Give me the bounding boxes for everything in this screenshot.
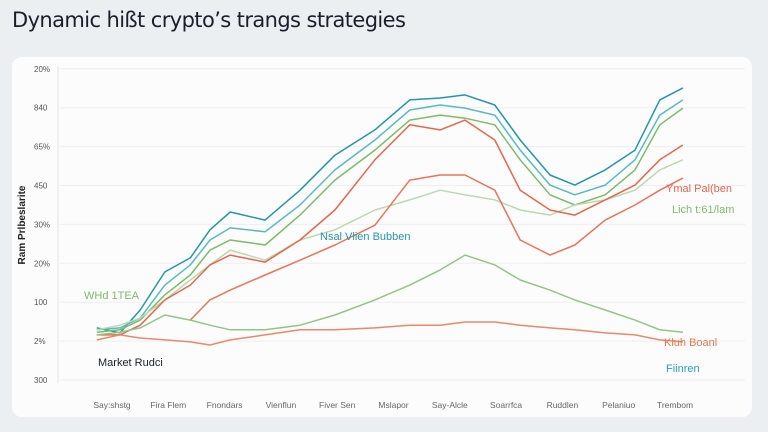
- x-tick-label: Vienflun: [266, 400, 297, 410]
- series-line-4: [96, 159, 684, 331]
- x-tick-label: Ruddlen: [547, 400, 579, 410]
- series-line-5: [96, 119, 684, 336]
- annotation-3: Market Rudci: [98, 357, 163, 369]
- y-tick-label: 30%: [34, 220, 50, 229]
- gridlines: [57, 66, 745, 383]
- y-tick-label: 65%: [34, 143, 50, 152]
- series-line-8: [96, 321, 683, 346]
- series-line-7: [96, 254, 683, 336]
- y-tick-label: 20%: [34, 65, 50, 74]
- x-tick-label: Pelaniuo: [602, 400, 635, 410]
- annotation-1: Nsal Vlien Bubben: [320, 231, 411, 243]
- y-tick-labels: 300 2% 100 20% 30% 450 65% 840 20%: [34, 65, 50, 385]
- annotation-7: Fiinren: [666, 363, 700, 375]
- series-line-2: [96, 99, 684, 331]
- y-tick-label: 2%: [34, 337, 46, 346]
- x-tick-label: Soarrfca: [490, 400, 522, 410]
- y-tick-label: 100: [34, 298, 48, 307]
- series-lines: [96, 87, 684, 346]
- x-tick-label: Trembom: [657, 400, 693, 410]
- annotation-5: Lich t:61/lam: [672, 204, 734, 216]
- y-tick-label: 450: [34, 182, 48, 191]
- y-tick-label: 20%: [34, 259, 50, 268]
- x-tick-label: Fira Flem: [150, 400, 186, 410]
- annotation-4: Ymal Pal(ben: [666, 183, 732, 195]
- series-line-1: [96, 87, 684, 334]
- x-tick-label: Fnondars: [207, 400, 243, 410]
- chart-title: Dynamic hißt crypto’s trangs strategies: [12, 8, 406, 32]
- x-tick-label: Mslapor: [378, 400, 408, 410]
- x-tick-labels: Say:shstg Fira Flem Fnondars Vienflun Fiver …: [93, 400, 693, 410]
- annotation-6: Kluh Boanl: [664, 337, 717, 349]
- annotation-2: WHd 1TEA: [84, 290, 140, 302]
- y-axis-label: Ram Prlbeslarite: [17, 185, 28, 264]
- series-line-3: [96, 107, 684, 333]
- x-tick-label: Say:shstg: [93, 400, 131, 410]
- series-line-6: [189, 174, 684, 321]
- y-tick-label: 840: [34, 104, 48, 113]
- x-tick-label: Say-Alcle: [432, 400, 468, 410]
- chart-card: [12, 57, 752, 417]
- x-tick-label: Fiver Sen: [319, 400, 356, 410]
- y-tick-label: 300: [34, 376, 48, 385]
